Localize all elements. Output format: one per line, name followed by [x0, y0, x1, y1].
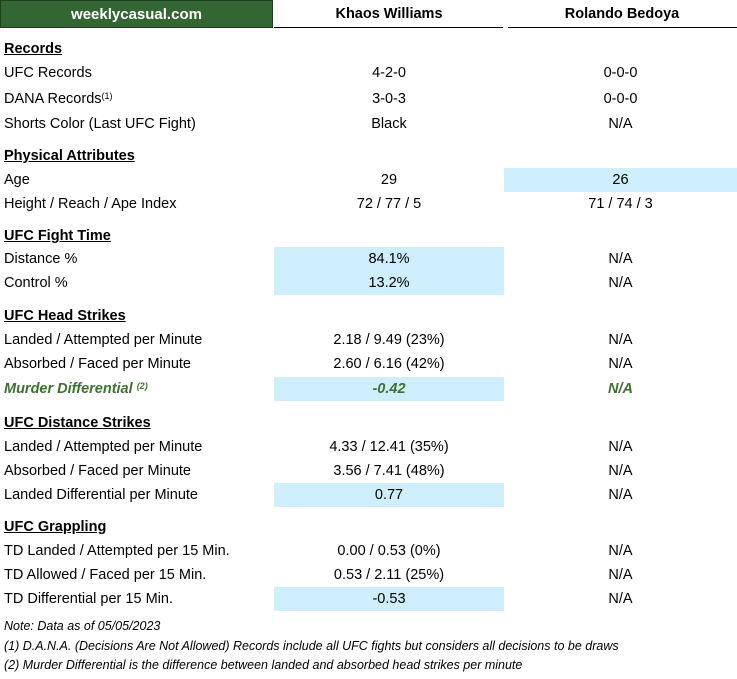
fighter-b-name: Rolando Bedoya — [564, 6, 680, 22]
row-label: UFC Records — [4, 65, 92, 81]
footnote-1: (1) D.A.N.A. (Decisions Are Not Allowed)… — [4, 639, 619, 653]
fighter-a-value: 0.53 / 2.11 (25%) — [333, 567, 445, 583]
section-fight-time: UFC Fight Time — [0, 224, 737, 248]
fighter-a-value: -0.53 — [274, 587, 504, 611]
row-label: DANA Records(1) — [4, 87, 113, 111]
fighter-b-value: N/A — [608, 251, 633, 267]
fighter-a-value: 72 / 77 / 5 — [356, 196, 422, 212]
fighter-a-value: Black — [371, 116, 407, 132]
row-ufc-records: UFC Records 4-2-0 0-0-0 — [0, 61, 737, 85]
section-title: Physical Attributes — [4, 148, 135, 164]
fighter-b-value: N/A — [608, 487, 633, 503]
fighter-a-value: -0.42 — [274, 377, 504, 401]
fighter-a-value: 29 — [380, 172, 398, 188]
section-grappling: UFC Grappling — [0, 515, 737, 539]
row-murder-differential: Murder Differential (2) -0.42 N/A — [0, 377, 737, 401]
row-td-allowed: TD Allowed / Faced per 15 Min. 0.53 / 2.… — [0, 563, 737, 587]
section-records: Records — [0, 37, 737, 61]
row-distance-landed: Landed / Attempted per Minute 4.33 / 12.… — [0, 435, 737, 459]
row-label: Absorbed / Faced per Minute — [4, 356, 191, 372]
fighter-a-value: 3-0-3 — [372, 91, 406, 107]
fighter-b-value: N/A — [608, 356, 633, 372]
row-label: Shorts Color (Last UFC Fight) — [4, 116, 196, 132]
fighter-a-value: 4.33 / 12.41 (35%) — [329, 439, 449, 455]
fighter-a-name: Khaos Williams — [335, 6, 443, 22]
row-label-text: Murder Differential — [4, 381, 133, 397]
row-height-reach: Height / Reach / Ape Index 72 / 77 / 5 7… — [0, 192, 737, 216]
row-label: TD Landed / Attempted per 15 Min. — [4, 543, 230, 559]
row-label: Landed / Attempted per Minute — [4, 439, 203, 455]
fighter-a-value: 2.18 / 9.49 (23%) — [333, 332, 445, 348]
row-label: TD Allowed / Faced per 15 Min. — [4, 567, 207, 583]
row-head-absorbed: Absorbed / Faced per Minute 2.60 / 6.16 … — [0, 352, 737, 376]
note-date: Note: Data as of 05/05/2023 — [4, 619, 161, 633]
fighter-b-value: N/A — [608, 116, 633, 132]
fighter-b-value: N/A — [608, 543, 633, 559]
fighter-a-value: 2.60 / 6.16 (42%) — [333, 356, 445, 372]
section-title: UFC Grappling — [4, 519, 107, 535]
footnote-marker: (1) — [101, 91, 113, 101]
section-head-strikes: UFC Head Strikes — [0, 304, 737, 328]
section-distance-strikes: UFC Distance Strikes — [0, 411, 737, 435]
fighter-b-value: N/A — [608, 275, 633, 291]
brand-header: weeklycasual.com — [0, 0, 273, 28]
fighter-b-value: 26 — [504, 168, 737, 192]
footnote-2: (2) Murder Differential is the differenc… — [4, 658, 523, 672]
fighter-a-value: 3.56 / 7.41 (48%) — [333, 463, 445, 479]
fighter-b-value: N/A — [608, 591, 633, 607]
fighter-a-value: 84.1% — [274, 247, 504, 271]
fighter-b-value: 0-0-0 — [603, 91, 638, 107]
fighter-a-value: 0.00 / 0.53 (0%) — [337, 543, 441, 559]
fighter-b-value: N/A — [608, 381, 633, 397]
row-td-differential: TD Differential per 15 Min. -0.53 N/A — [0, 587, 737, 611]
row-distance-differential: Landed Differential per Minute 0.77 N/A — [0, 483, 737, 507]
row-distance-absorbed: Absorbed / Faced per Minute 3.56 / 7.41 … — [0, 459, 737, 483]
row-shorts-color: Shorts Color (Last UFC Fight) Black N/A — [0, 112, 737, 136]
row-head-landed: Landed / Attempted per Minute 2.18 / 9.4… — [0, 328, 737, 352]
fighter-b-value: 71 / 74 / 3 — [588, 196, 653, 212]
row-label: Distance % — [4, 251, 78, 267]
row-age: Age 29 26 — [0, 168, 737, 192]
fighter-b-underline — [508, 27, 737, 28]
row-control-pct: Control % 13.2% N/A — [0, 271, 737, 295]
row-td-landed: TD Landed / Attempted per 15 Min. 0.00 /… — [0, 539, 737, 563]
section-physical: Physical Attributes — [0, 144, 737, 168]
section-title: UFC Fight Time — [4, 228, 111, 244]
section-title: UFC Head Strikes — [4, 308, 126, 324]
fighter-b-value: N/A — [608, 567, 633, 583]
fighter-a-underline — [274, 27, 503, 28]
row-label-text: DANA Records — [4, 91, 102, 107]
section-title: Records — [4, 41, 63, 57]
row-label: Control % — [4, 275, 68, 291]
row-distance-pct: Distance % 84.1% N/A — [0, 247, 737, 271]
row-dana-records: DANA Records(1) 3-0-3 0-0-0 — [0, 87, 737, 111]
section-title: UFC Distance Strikes — [4, 415, 151, 431]
row-label: Landed / Attempted per Minute — [4, 332, 203, 348]
row-label: Absorbed / Faced per Minute — [4, 463, 191, 479]
fighter-b-value: N/A — [608, 332, 633, 348]
footnote-marker: (2) — [136, 381, 148, 391]
row-label: TD Differential per 15 Min. — [4, 591, 173, 607]
fighter-b-value: N/A — [608, 439, 633, 455]
fighter-b-value: 0-0-0 — [603, 65, 638, 81]
fighter-a-value: 4-2-0 — [372, 65, 406, 81]
fighter-a-value: 0.77 — [274, 483, 504, 507]
row-label: Age — [4, 172, 30, 188]
fighter-b-value: N/A — [608, 463, 633, 479]
row-label: Landed Differential per Minute — [4, 487, 198, 503]
row-label: Height / Reach / Ape Index — [4, 196, 177, 212]
row-label: Murder Differential (2) — [4, 377, 148, 401]
fighter-a-value: 13.2% — [274, 271, 504, 295]
